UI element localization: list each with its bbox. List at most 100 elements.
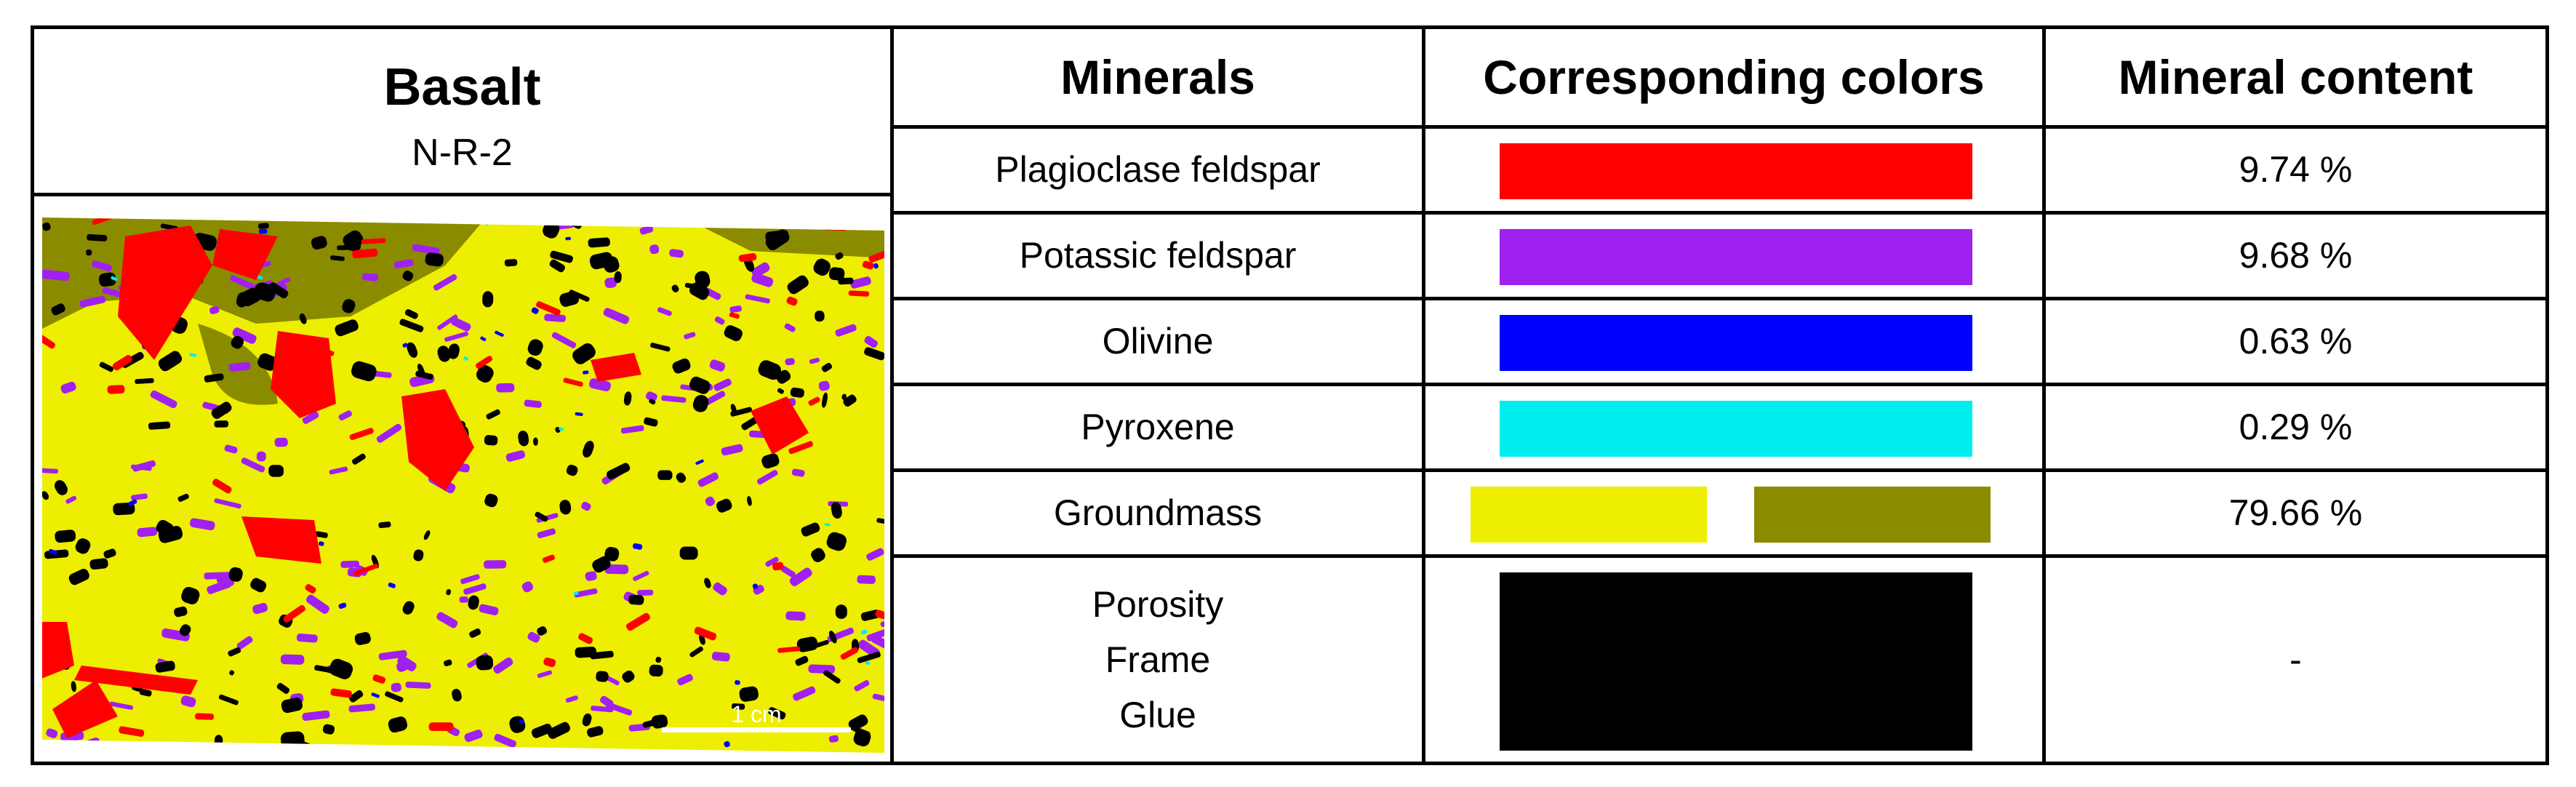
pore bbox=[89, 558, 108, 570]
pore bbox=[476, 364, 494, 383]
potassic-grain bbox=[236, 636, 253, 650]
plagioclase-grain bbox=[118, 225, 212, 360]
potassic-grain bbox=[581, 501, 591, 511]
pore bbox=[447, 343, 460, 359]
pore bbox=[535, 511, 548, 522]
plagioclase-grain bbox=[625, 612, 650, 631]
plagioclase-grain bbox=[862, 260, 874, 270]
potassic-grain bbox=[204, 572, 232, 580]
potassic-grain bbox=[150, 390, 177, 409]
plagioclase-grain bbox=[543, 657, 556, 668]
potassic-grain bbox=[721, 444, 743, 456]
pore bbox=[614, 271, 622, 284]
pore bbox=[311, 236, 327, 250]
pore bbox=[651, 714, 668, 729]
potassic-grain bbox=[391, 682, 401, 692]
pore bbox=[848, 714, 868, 731]
color-swatch-potassic bbox=[1500, 229, 1972, 285]
plagioclase-grain bbox=[840, 647, 859, 660]
potassic-grain bbox=[230, 275, 254, 289]
pore bbox=[828, 267, 845, 281]
potassic-grain bbox=[537, 670, 553, 679]
potassic-grain bbox=[866, 628, 884, 642]
potassic-grain bbox=[646, 391, 657, 402]
plagioclase-grain bbox=[330, 688, 352, 698]
potassic-grain bbox=[818, 380, 830, 391]
plagioclase-grain bbox=[563, 377, 583, 387]
pore bbox=[860, 610, 880, 621]
header-minerals: Minerals bbox=[1060, 49, 1255, 104]
header-content: Mineral content bbox=[2118, 49, 2473, 104]
potassic-grain bbox=[302, 710, 330, 722]
scale-bar-label: 1 cm bbox=[731, 701, 781, 727]
pore bbox=[857, 651, 881, 663]
potassic-grain bbox=[209, 305, 220, 314]
pore bbox=[388, 716, 408, 733]
pore bbox=[835, 252, 844, 260]
pyroxene-grain bbox=[559, 427, 564, 431]
potassic-grain bbox=[745, 294, 770, 304]
pore bbox=[250, 578, 267, 593]
pore bbox=[704, 578, 711, 588]
potassic-grain bbox=[180, 695, 196, 708]
pore bbox=[55, 530, 76, 543]
pore bbox=[469, 628, 481, 638]
mineral-name-line: Glue bbox=[1119, 695, 1196, 735]
potassic-grain bbox=[256, 451, 266, 462]
pore bbox=[402, 601, 415, 615]
plagioclase-grain bbox=[271, 331, 336, 418]
mineral-name-line: Frame bbox=[1105, 639, 1211, 680]
pore bbox=[527, 339, 543, 356]
potassic-grain bbox=[639, 225, 654, 235]
olivine-grain bbox=[724, 740, 730, 748]
plagioclase-grain bbox=[361, 238, 386, 244]
potassic-grain bbox=[190, 518, 215, 531]
pore bbox=[42, 491, 49, 500]
plagioclase-grain bbox=[349, 428, 374, 441]
pore bbox=[676, 472, 687, 483]
olivine-grain bbox=[388, 582, 396, 588]
plagioclase-grain bbox=[195, 713, 215, 720]
pore bbox=[423, 530, 431, 540]
plagioclase-grain bbox=[92, 217, 113, 225]
row-divider bbox=[890, 211, 2549, 215]
potassic-grain bbox=[207, 579, 232, 594]
plagioclase-grain bbox=[68, 743, 81, 751]
potassic-grain bbox=[241, 458, 265, 473]
pore bbox=[587, 726, 604, 738]
potassic-grain bbox=[338, 410, 352, 421]
potassic-grain bbox=[713, 378, 732, 391]
pore bbox=[276, 682, 290, 694]
potassic-grain bbox=[484, 560, 507, 569]
pore bbox=[214, 735, 223, 748]
olivine-grain bbox=[531, 307, 539, 314]
pore bbox=[281, 698, 303, 714]
pyroxene-grain bbox=[111, 276, 118, 281]
potassic-grain bbox=[565, 695, 578, 703]
potassic-grain bbox=[780, 217, 796, 228]
pore bbox=[835, 604, 847, 619]
pore bbox=[831, 502, 842, 519]
color-swatch-pyroxene bbox=[1500, 401, 1972, 457]
potassic-grain bbox=[396, 661, 408, 672]
pore bbox=[566, 464, 578, 476]
pore bbox=[604, 546, 620, 562]
potassic-grain bbox=[437, 314, 458, 330]
potassic-grain bbox=[872, 693, 884, 704]
plagioclase-grain bbox=[729, 312, 740, 319]
potassic-grain bbox=[280, 654, 305, 665]
pore bbox=[482, 291, 494, 308]
pore bbox=[68, 568, 89, 586]
pore bbox=[826, 532, 847, 551]
pore bbox=[399, 319, 424, 332]
pore bbox=[42, 222, 51, 231]
plagioclase-grain bbox=[42, 622, 74, 680]
pore bbox=[314, 665, 334, 674]
potassic-grain bbox=[79, 295, 106, 308]
pore bbox=[330, 255, 345, 261]
pore bbox=[623, 391, 632, 406]
pore bbox=[821, 392, 828, 408]
potassic-grain bbox=[329, 466, 348, 475]
potassic-grain bbox=[451, 317, 471, 332]
potassic-grain bbox=[620, 425, 644, 434]
